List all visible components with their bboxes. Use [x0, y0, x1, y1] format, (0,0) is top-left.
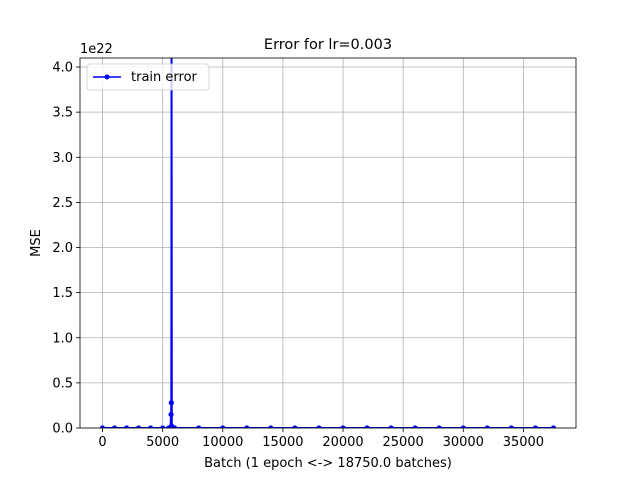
y-tick-label: 1.0 [52, 331, 73, 346]
data-point [169, 46, 174, 51]
data-point [460, 425, 466, 428]
data-point [244, 425, 250, 428]
chart-title: Error for lr=0.003 [264, 37, 392, 53]
x-tick-label: 10000 [202, 435, 243, 450]
plot-frame [79, 57, 577, 429]
y-tick-label: 3.5 [52, 106, 73, 121]
y-axis-label: MSE [29, 229, 44, 257]
data-point [268, 425, 274, 428]
x-tick-label: 20000 [322, 435, 363, 450]
grid-lines [80, 58, 576, 429]
legend-marker-sample [104, 74, 110, 80]
x-tick-label: 25000 [382, 435, 423, 450]
y-tick-label: 3.0 [52, 151, 73, 166]
data-point [388, 425, 394, 428]
x-tick-label: 30000 [443, 435, 484, 450]
series-train-error [99, 46, 557, 428]
x-tick-label: 0 [98, 435, 106, 450]
legend-box [86, 63, 210, 91]
y-offset-label: 1e22 [80, 42, 113, 57]
data-point [99, 425, 106, 428]
data-point [148, 425, 154, 428]
data-point [292, 425, 298, 428]
x-tick-label: 15000 [262, 435, 303, 450]
data-point [436, 425, 442, 428]
data-point [168, 411, 174, 418]
data-point [160, 425, 166, 428]
data-point [168, 400, 174, 406]
x-axis-label: Batch (1 epoch <-> 18750.0 batches) [204, 456, 452, 471]
y-tick-label: 0.0 [52, 422, 73, 437]
y-tick-label: 0.5 [52, 376, 73, 391]
data-point [508, 425, 514, 428]
data-point [532, 425, 539, 428]
data-point [412, 425, 418, 428]
data-point [136, 425, 142, 428]
data-point [220, 425, 226, 428]
data-point [550, 425, 557, 428]
legend: train error [86, 63, 210, 91]
data-point [196, 425, 202, 428]
y-tick-label: 2.5 [52, 196, 73, 211]
y-tick-label: 2.0 [52, 241, 73, 256]
axis-ticks: 0 5000 10000 15000 20000 25000 30000 35000 0.0 0.… [52, 61, 544, 450]
legend-label-train-error: train error [131, 70, 198, 85]
x-tick-label: 5000 [146, 435, 179, 450]
data-point [364, 425, 370, 428]
y-tick-label: 4.0 [52, 61, 73, 76]
series-line [102, 58, 554, 428]
data-point [111, 425, 118, 428]
data-point [340, 425, 346, 428]
data-point [484, 425, 490, 428]
x-tick-label: 35000 [503, 435, 544, 450]
data-point [316, 425, 322, 428]
data-point [172, 425, 178, 428]
y-tick-label: 1.5 [52, 286, 73, 301]
data-point [123, 425, 130, 428]
